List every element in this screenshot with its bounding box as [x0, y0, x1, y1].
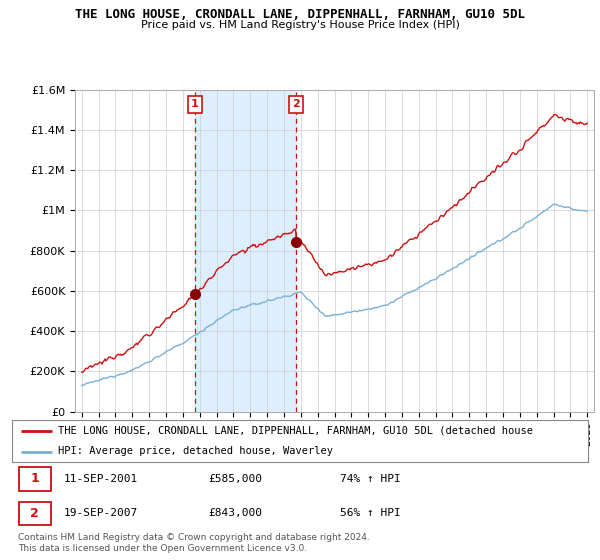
Text: HPI: Average price, detached house, Waverley: HPI: Average price, detached house, Wave…: [58, 446, 333, 456]
Text: 1: 1: [30, 473, 39, 486]
Text: 1: 1: [191, 99, 199, 109]
Text: THE LONG HOUSE, CRONDALL LANE, DIPPENHALL, FARNHAM, GU10 5DL: THE LONG HOUSE, CRONDALL LANE, DIPPENHAL…: [75, 8, 525, 21]
Bar: [195, 90, 296, 412]
Text: Contains HM Land Registry data © Crown copyright and database right 2024.
This d: Contains HM Land Registry data © Crown c…: [18, 533, 370, 553]
Text: THE LONG HOUSE, CRONDALL LANE, DIPPENHALL, FARNHAM, GU10 5DL (detached house: THE LONG HOUSE, CRONDALL LANE, DIPPENHAL…: [58, 426, 533, 436]
Text: 19-SEP-2007: 19-SEP-2007: [64, 508, 138, 518]
FancyBboxPatch shape: [19, 502, 50, 525]
Text: 74% ↑ HPI: 74% ↑ HPI: [340, 474, 401, 484]
Text: 11-SEP-2001: 11-SEP-2001: [64, 474, 138, 484]
Text: 2: 2: [292, 99, 300, 109]
Text: 56% ↑ HPI: 56% ↑ HPI: [340, 508, 401, 518]
Text: £585,000: £585,000: [208, 474, 262, 484]
Text: 2: 2: [30, 507, 39, 520]
Text: £843,000: £843,000: [208, 508, 262, 518]
FancyBboxPatch shape: [19, 468, 50, 491]
Text: Price paid vs. HM Land Registry's House Price Index (HPI): Price paid vs. HM Land Registry's House …: [140, 20, 460, 30]
